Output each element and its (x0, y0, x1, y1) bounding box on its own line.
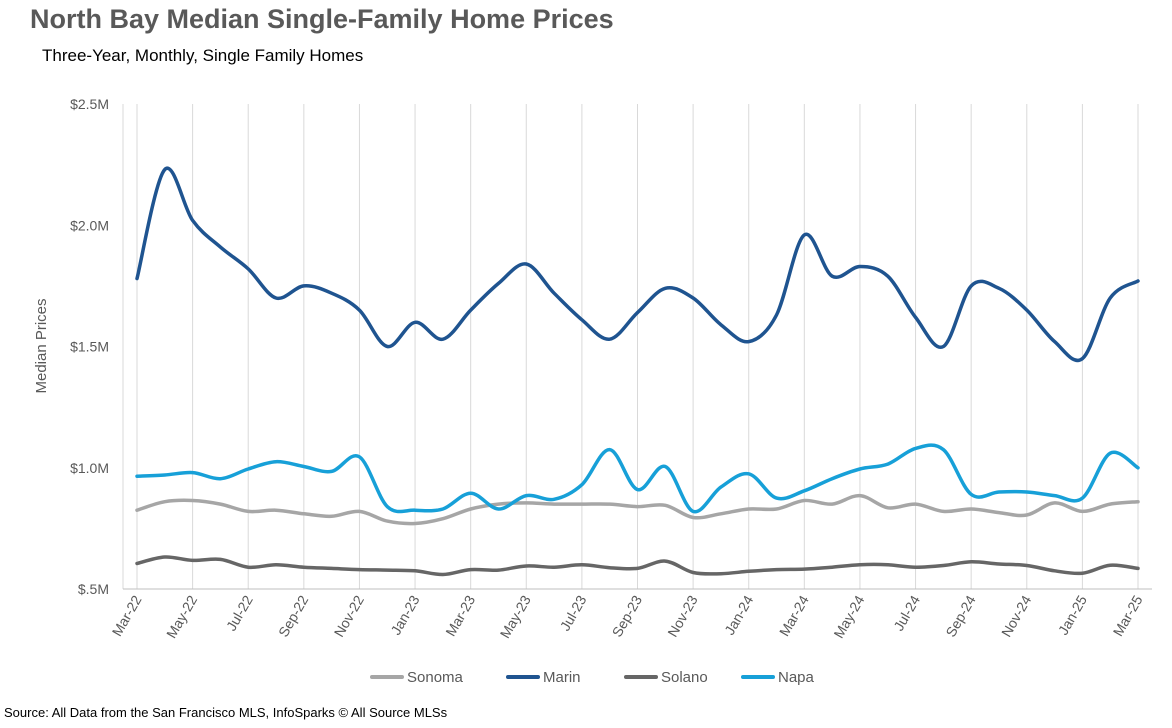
legend-label-napa: Napa (778, 669, 815, 686)
x-tick-label-14: Jul-24 (890, 592, 923, 633)
x-tick-label-2: Jul-22 (223, 592, 256, 633)
y-tick-label-4: $2.5M (70, 96, 109, 112)
x-tick-label-0: Mar-22 (109, 592, 145, 639)
series-line-solano (135, 555, 1140, 577)
x-tick-label-11: Jan-24 (721, 592, 756, 637)
y-axis-title: Median Prices (33, 298, 50, 393)
x-tick-label-15: Sep-24 (942, 592, 979, 639)
x-tick-label-12: Mar-24 (776, 592, 812, 639)
chart-subtitle: Three-Year, Monthly, Single Family Homes (42, 46, 364, 65)
legend-label-solano: Solano (661, 669, 708, 686)
x-tick-label-7: May-23 (497, 592, 534, 641)
legend-label-sonoma: Sonoma (407, 669, 464, 686)
series-lines (135, 166, 1140, 577)
x-tick-label-13: May-24 (830, 592, 867, 641)
x-tick-label-4: Nov-22 (331, 592, 368, 639)
legend: Sonoma Marin Solano Napa (370, 669, 815, 686)
series-line-sonoma (135, 493, 1140, 526)
y-tick-label-2: $1.5M (70, 339, 109, 355)
gridlines (122, 104, 1139, 589)
x-tick-label-18: Mar-25 (1110, 592, 1146, 639)
chart-title: North Bay Median Single-Family Home Pric… (30, 4, 614, 34)
line-chart: $.5M $1.0M $1.5M $2.0M $2.5M Mar-22 May-22 Jul… (33, 96, 1152, 686)
x-tick-label-3: Sep-22 (275, 592, 312, 639)
y-axis-tick-labels: $.5M $1.0M $1.5M $2.0M $2.5M (70, 96, 109, 597)
x-tick-label-5: Jan-23 (387, 592, 422, 637)
y-tick-label-3: $2.0M (70, 217, 109, 233)
series-line-napa (135, 443, 1140, 514)
y-tick-label-1: $1.0M (70, 460, 109, 476)
series-line-marin (135, 166, 1140, 363)
x-tick-label-17: Jan-25 (1055, 592, 1090, 637)
x-tick-label-1: May-22 (163, 592, 200, 641)
x-tick-label-8: Jul-23 (557, 592, 590, 633)
source-note: Source: All Data from the San Francisco … (4, 705, 448, 720)
y-tick-label-0: $.5M (78, 581, 109, 597)
x-tick-label-9: Sep-23 (609, 592, 646, 639)
x-tick-label-10: Nov-23 (664, 592, 701, 639)
x-tick-label-16: Nov-24 (998, 592, 1035, 639)
legend-label-marin: Marin (543, 669, 581, 686)
x-axis-tick-labels: Mar-22 May-22 Jul-22 Sep-22 Nov-22 Jan-23 Mar-… (109, 592, 1146, 641)
x-tick-label-6: Mar-23 (442, 592, 478, 639)
